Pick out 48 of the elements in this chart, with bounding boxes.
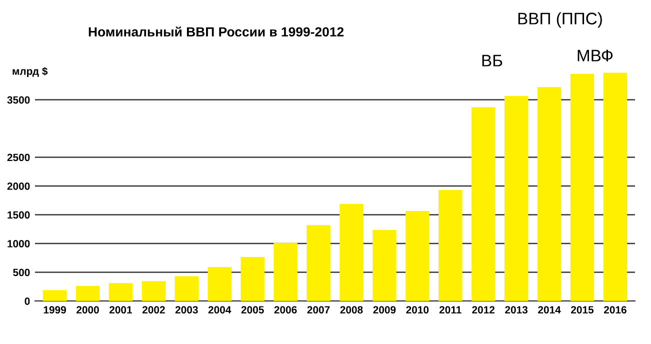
- x-tick-label: 2015: [571, 306, 594, 314]
- bar: [76, 286, 100, 301]
- y-tick-label: 1000: [8, 240, 30, 248]
- text: МВФ: [578, 50, 613, 62]
- bar: [340, 204, 364, 301]
- x-tick-label: 2002: [142, 306, 165, 314]
- x-tick-label: 2003: [175, 306, 198, 314]
- bar: [406, 211, 430, 301]
- bar: [42, 290, 67, 301]
- x-tick-label: 1999: [44, 306, 66, 314]
- bar: [471, 107, 496, 301]
- x-tick-label: 2006: [274, 306, 297, 314]
- bar: [306, 225, 330, 301]
- chart-title: Номинальный ВВП России в 1999-2012: [88, 26, 344, 37]
- text: ВВП (ППС): [518, 12, 602, 28]
- bar: [274, 242, 298, 301]
- y-tick-label: 2500: [7, 154, 30, 162]
- x-tick-label: 2009: [373, 306, 396, 314]
- x-tick-label: 2014: [538, 306, 561, 314]
- x-tick-label: 2005: [241, 306, 264, 314]
- y-tick-label: 500: [13, 268, 30, 276]
- bar: [372, 230, 396, 301]
- y-axis-title: млрд $: [12, 67, 48, 77]
- bar: [142, 281, 166, 301]
- y-tick-label: 0: [24, 298, 30, 305]
- x-tick-label: 2008: [340, 306, 363, 314]
- bar: [174, 276, 199, 301]
- bar: [240, 257, 264, 301]
- bar: [438, 190, 462, 301]
- x-tick-label: 2011: [439, 306, 462, 314]
- x-tick-label: 2004: [208, 306, 232, 314]
- text: ВБ: [482, 54, 502, 66]
- bar: [570, 74, 594, 301]
- x-tick-label: 2012: [472, 306, 495, 314]
- bar: [603, 72, 628, 301]
- bar: [537, 87, 562, 301]
- x-tick-label: 2000: [76, 306, 99, 314]
- bar: [208, 267, 232, 301]
- bar: [504, 96, 528, 301]
- x-tick-label: 2013: [505, 306, 528, 314]
- y-tick-label: 2000: [7, 182, 30, 190]
- x-tick-label: 2007: [307, 306, 330, 314]
- y-tick-label: 1500: [8, 211, 30, 219]
- y-tick-label: 3500: [7, 96, 30, 104]
- x-tick-label: 2016: [604, 306, 626, 314]
- x-tick-label: 2010: [406, 306, 429, 314]
- bar: [108, 283, 133, 301]
- x-tick-label: 2001: [109, 306, 132, 314]
